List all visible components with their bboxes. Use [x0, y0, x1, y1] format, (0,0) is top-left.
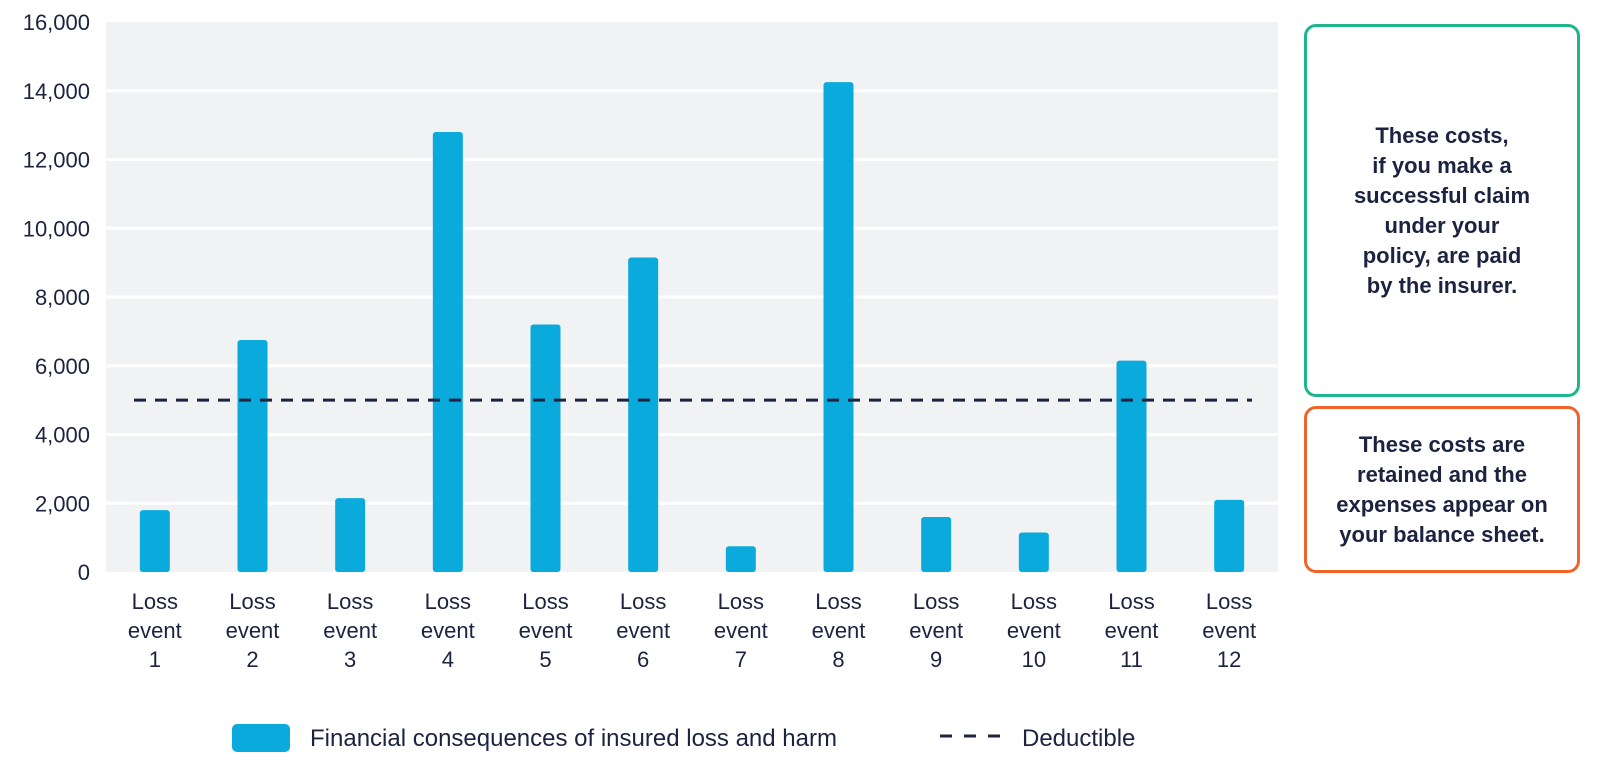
- bar: [237, 339, 268, 572]
- x-tick-label: Loss event 11: [1105, 589, 1159, 672]
- bar: [530, 324, 561, 572]
- x-tick-label: Loss event 4: [421, 589, 475, 672]
- x-tick-label: Loss event 1: [128, 589, 182, 672]
- bars: [139, 82, 1245, 572]
- gridlines: [106, 89, 1278, 505]
- x-axis-ticks: Loss event 1 Loss event 2 Loss event 3 Loss event 4…: [128, 589, 1256, 672]
- x-tick-label: Loss event 2: [226, 589, 280, 672]
- legend: Financial consequences of insured loss a…: [232, 724, 1135, 752]
- insured-costs-callout: These costs, if you make a successful cl…: [1304, 24, 1580, 397]
- x-tick-label: Loss event 3: [323, 589, 377, 672]
- retained-costs-callout: These costs are retained and the expense…: [1304, 406, 1580, 573]
- legend-deductible-label: Deductible: [1022, 725, 1135, 752]
- y-tick-label: 6,000: [35, 354, 90, 379]
- legend-bar-swatch: [232, 724, 290, 752]
- bar: [1116, 360, 1147, 572]
- x-tick-label: Loss event 5: [519, 589, 573, 672]
- y-tick-label: 4,000: [35, 423, 90, 448]
- bar: [725, 546, 756, 572]
- y-tick-label: 2,000: [35, 491, 90, 516]
- y-tick-label: 10,000: [23, 216, 90, 241]
- bar: [139, 510, 170, 572]
- x-tick-label: Loss event 8: [812, 589, 866, 672]
- bar: [628, 257, 659, 572]
- legend-bar-label: Financial consequences of insured loss a…: [310, 725, 837, 752]
- bar: [823, 82, 854, 572]
- x-tick-label: Loss event 9: [909, 589, 963, 672]
- bar: [1018, 532, 1049, 572]
- bar: [335, 498, 366, 572]
- bar: [921, 517, 952, 572]
- retained-costs-text: These costs are retained and the expense…: [1336, 431, 1548, 547]
- bar: [1214, 499, 1245, 572]
- x-tick-label: Loss event 10: [1007, 589, 1061, 672]
- y-axis-ticks: 0 2,000 4,000 6,000 8,000 10,000 12,000 14,000 1…: [23, 10, 90, 585]
- y-tick-label: 14,000: [23, 79, 90, 104]
- y-tick-label: 8,000: [35, 285, 90, 310]
- y-tick-label: 12,000: [23, 148, 90, 173]
- y-tick-label: 16,000: [23, 10, 90, 35]
- x-tick-label: Loss event 12: [1202, 589, 1256, 672]
- x-tick-label: Loss event 6: [616, 589, 670, 672]
- x-tick-label: Loss event 7: [714, 589, 768, 672]
- insured-costs-text: These costs, if you make a successful cl…: [1353, 122, 1531, 298]
- y-tick-label: 0: [78, 560, 90, 585]
- bar: [432, 132, 463, 572]
